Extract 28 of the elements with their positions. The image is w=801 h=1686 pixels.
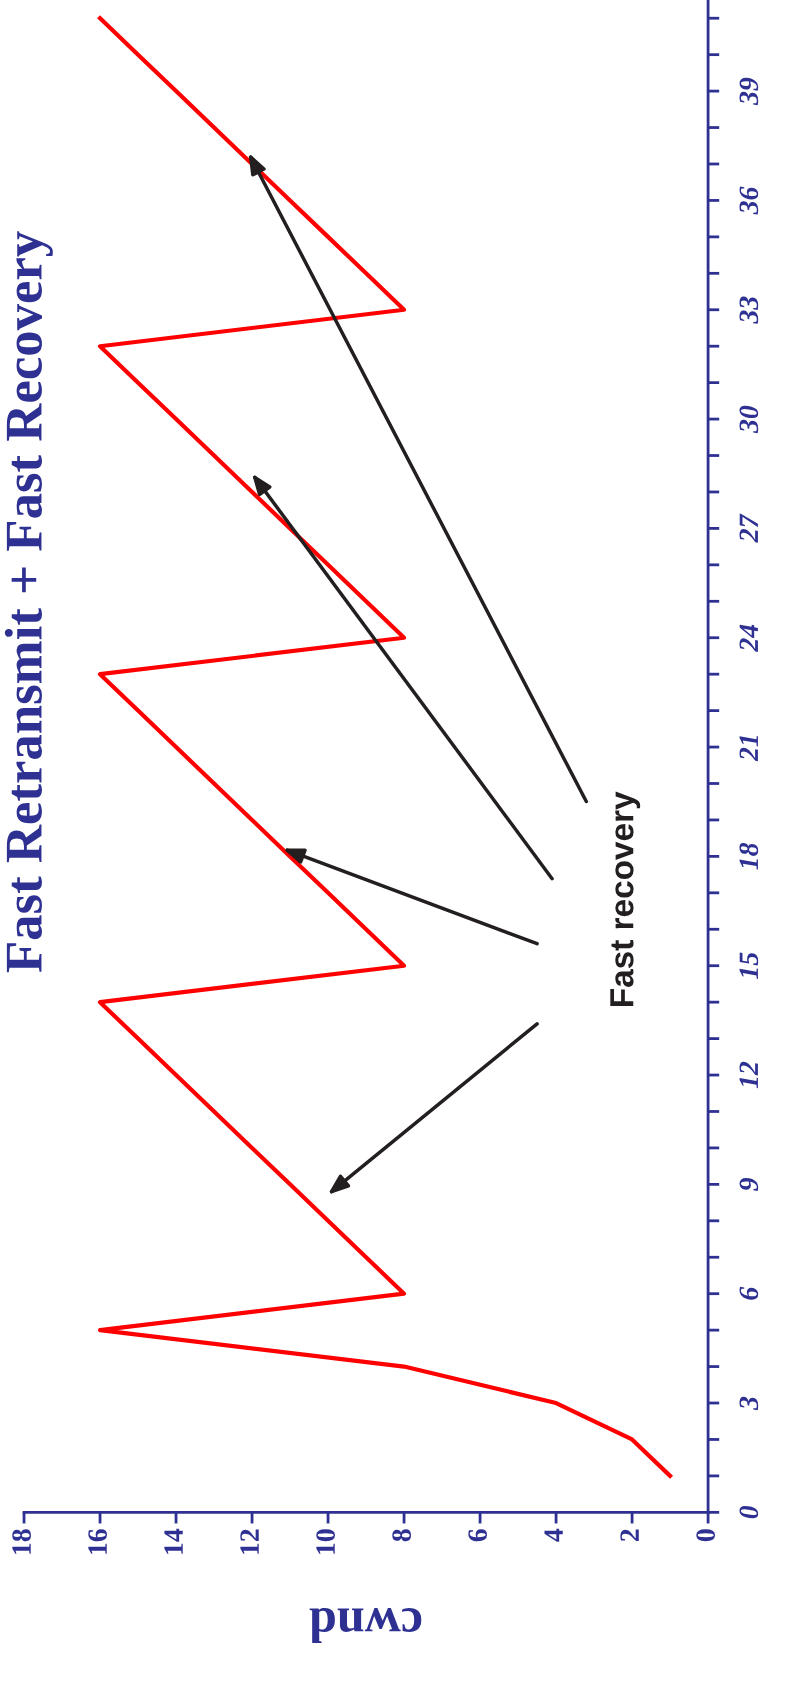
annotation: Fast recovery — [610, 791, 641, 1007]
x-tick-label: 4 — [544, 1528, 563, 1542]
y-tick-label: 3 — [739, 1396, 759, 1411]
text: Fast Retransmit + Fast Recovery — [4, 231, 53, 973]
y-tick-label: 18 — [739, 842, 759, 870]
line-series — [97, 16, 673, 1478]
x-tick-label: 6 — [468, 1529, 488, 1542]
y-tick-label: 0 — [739, 1505, 759, 1519]
x-tick-label: 18 — [12, 1529, 31, 1554]
y-tick-label: 6 — [739, 1286, 759, 1300]
x-tick-label: 14 — [164, 1528, 183, 1554]
x-axis-title: cwnd — [309, 1607, 422, 1644]
y-tick-label: 9 — [739, 1177, 759, 1191]
x-tick-label: 16 — [88, 1529, 107, 1554]
x-tick-label: 2 — [620, 1529, 639, 1542]
y-tick-label: 30 — [739, 405, 759, 434]
y-tick-label: 12 — [739, 1061, 758, 1089]
x-tick-label: 12 — [240, 1529, 259, 1554]
x-tick-label: 10 — [316, 1529, 336, 1554]
x-tick-label: 8 — [392, 1529, 412, 1542]
y-tick-label: 36 — [739, 186, 759, 215]
x-tick-label: 0 — [696, 1529, 716, 1542]
y-tick-label: 27 — [739, 513, 758, 543]
y-tick-label: 15 — [739, 952, 759, 979]
y-tick-label: 21 — [739, 735, 758, 762]
y-tick-label: 24 — [739, 624, 758, 652]
y-tick-label: 33 — [739, 296, 759, 324]
y-tick-label: 39 — [739, 77, 759, 106]
